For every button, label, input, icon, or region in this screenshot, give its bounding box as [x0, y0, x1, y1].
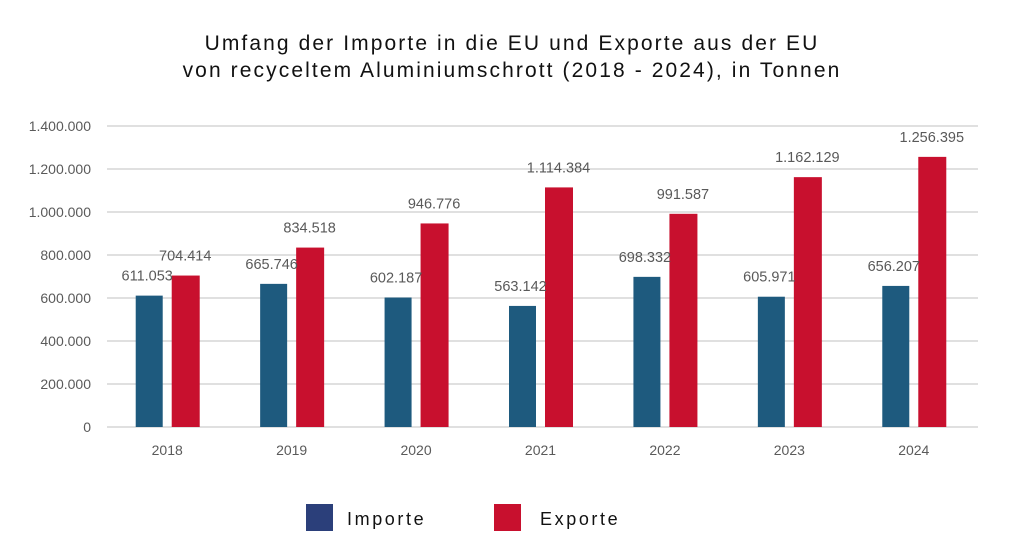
- data-label-importe-2024: 656.207: [868, 259, 920, 275]
- x-tick-label: 2023: [774, 442, 805, 458]
- chart-title-line-1: Umfang der Importe in die EU und Exporte…: [204, 32, 820, 55]
- data-label-importe-2018: 611.053: [122, 269, 173, 285]
- data-label-exporte-2018: 704.414: [159, 249, 211, 265]
- bar-exporte-2020: [420, 223, 449, 427]
- y-tick-label: 600.000: [40, 290, 91, 306]
- x-tick-label: 2018: [152, 442, 183, 458]
- legend-item-importe: Importe: [306, 504, 426, 531]
- x-tick-label: 2022: [649, 442, 680, 458]
- bar-importe-2023: [757, 296, 785, 427]
- y-tick-label: 0: [83, 419, 91, 435]
- x-tick-label: 2021: [525, 442, 556, 458]
- data-labels: 611.053 704.414 665.746 834.518 602.187 946.7…: [122, 130, 965, 295]
- legend-swatch-importe: [306, 504, 333, 531]
- data-label-importe-2023: 605.971: [743, 270, 795, 286]
- bar-exporte-2023: [793, 177, 822, 427]
- data-label-exporte-2021: 1.114.384: [527, 160, 590, 176]
- data-label-exporte-2022: 991.587: [657, 187, 709, 203]
- y-tick-label: 800.000: [40, 247, 91, 263]
- legend-item-exporte: Exporte: [494, 504, 620, 531]
- legend-label-importe: Importe: [347, 509, 426, 529]
- x-tick-label: 2020: [400, 442, 431, 458]
- bar-exporte-2018: [171, 275, 200, 427]
- data-label-exporte-2024: 1.256.395: [900, 130, 965, 146]
- legend-label-exporte: Exporte: [540, 509, 620, 529]
- chart-title-line-2: von recyceltem Aluminiumschrott (2018 - …: [182, 59, 842, 82]
- bar-importe-2022: [633, 276, 661, 427]
- bar-exporte-2024: [918, 156, 947, 428]
- data-label-importe-2022: 698.332: [619, 250, 671, 266]
- legend: Importe Exporte: [306, 504, 620, 531]
- x-tick-label: 2019: [276, 442, 307, 458]
- y-tick-label: 1.400.000: [29, 118, 91, 134]
- bar-importe-2018: [135, 295, 163, 427]
- y-axis: 0 200.000 400.000 600.000 800.000 1.000.000 1.…: [29, 118, 92, 435]
- data-label-exporte-2019: 834.518: [283, 221, 335, 237]
- bar-importe-2024: [882, 285, 910, 427]
- y-tick-label: 400.000: [40, 333, 91, 349]
- legend-swatch-exporte: [494, 504, 521, 531]
- y-tick-label: 200.000: [40, 376, 91, 392]
- bars: [135, 156, 947, 428]
- y-tick-label: 1.200.000: [29, 161, 91, 177]
- data-label-exporte-2020: 946.776: [408, 196, 460, 212]
- data-label-importe-2020: 602.187: [370, 271, 422, 287]
- bar-exporte-2021: [545, 187, 573, 427]
- bar-importe-2019: [260, 283, 288, 427]
- bar-exporte-2019: [296, 247, 325, 427]
- y-tick-label: 1.000.000: [29, 204, 91, 220]
- x-tick-label: 2024: [898, 442, 929, 458]
- bar-exporte-2022: [669, 213, 698, 427]
- data-label-importe-2021: 563.142: [494, 279, 546, 295]
- gridlines: [107, 125, 978, 428]
- bar-importe-2021: [509, 305, 536, 427]
- data-label-importe-2019: 665.746: [245, 257, 297, 273]
- data-label-exporte-2023: 1.162.129: [775, 150, 840, 166]
- x-axis: 2018 2019 2020 2021 2022 2023 2024: [152, 442, 930, 458]
- bar-importe-2020: [384, 297, 412, 427]
